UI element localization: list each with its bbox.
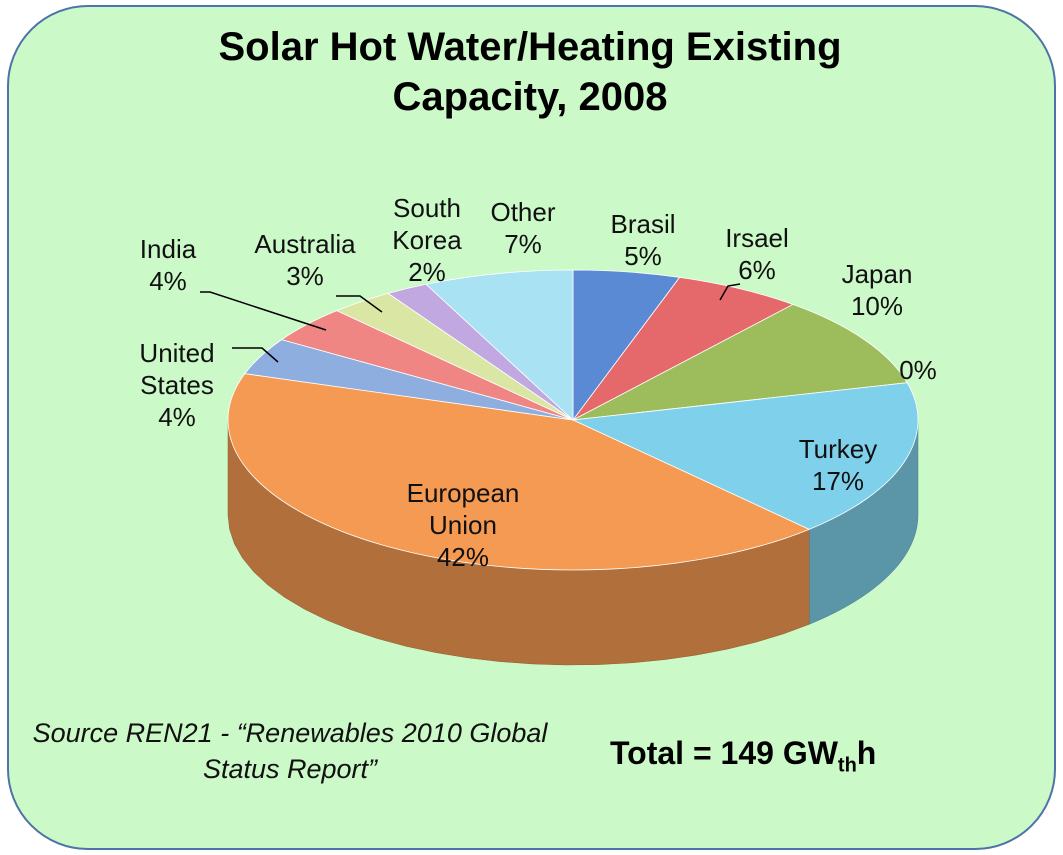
total-sub: th xyxy=(837,754,857,777)
value-label: 4% xyxy=(158,402,196,432)
value-label: 6% xyxy=(738,255,776,285)
pie-slice xyxy=(425,269,574,421)
pie xyxy=(227,269,919,666)
category-label: European Union xyxy=(406,478,520,540)
slice-label: Other 7% xyxy=(468,196,578,260)
slice-label: 0% xyxy=(878,354,958,386)
pie-tops xyxy=(227,269,919,571)
category-label: Irsael xyxy=(725,223,789,253)
pie-slice xyxy=(571,382,919,530)
value-label: 5% xyxy=(624,241,662,271)
leader-line xyxy=(336,295,383,313)
pie-slice xyxy=(572,276,794,421)
category-label: Turkey xyxy=(798,434,878,464)
category-label: Other xyxy=(490,197,556,227)
category-label: Brasil xyxy=(610,209,676,239)
category-label: South Korea xyxy=(392,193,462,255)
pie-slice xyxy=(227,373,811,571)
slice-label: India 4% xyxy=(118,233,218,297)
total-text: Total = 149 GW xyxy=(610,735,838,771)
slice-label: Turkey 17% xyxy=(768,433,908,497)
slice-label: Japan 10% xyxy=(817,258,937,322)
leader-lines xyxy=(200,283,741,363)
slice-label: Irsael 6% xyxy=(697,222,817,286)
source-note: Source REN21 - “Renewables 2010 Global S… xyxy=(32,718,548,784)
category-label: India xyxy=(139,234,197,264)
slice-label: Brasil 5% xyxy=(583,208,703,272)
slice-label: South Korea 2% xyxy=(372,192,482,288)
value-label: 0% xyxy=(899,355,937,385)
category-label: United States xyxy=(139,338,215,400)
value-label: 17% xyxy=(811,466,865,496)
total-note: Total = 149 GWthh xyxy=(610,735,876,777)
slice-label: European Union 42% xyxy=(383,477,543,573)
value-label: 3% xyxy=(286,261,324,291)
category-label: Japan xyxy=(841,259,913,289)
value-label: 7% xyxy=(504,229,542,259)
category-label: Australia xyxy=(254,229,356,259)
leader-line xyxy=(200,291,327,331)
total-unit: h xyxy=(856,735,877,771)
slice-label: Australia 3% xyxy=(230,228,380,292)
leader-line xyxy=(232,347,279,363)
value-label: 42% xyxy=(436,542,490,572)
pie-slice xyxy=(572,303,908,421)
value-label: 4% xyxy=(149,266,187,296)
leader-line xyxy=(719,283,741,301)
slice-label: United States 4% xyxy=(112,337,242,433)
value-label: 10% xyxy=(850,291,904,321)
value-label: 2% xyxy=(408,257,446,287)
chart-title: Solar Hot Water/Heating Existing Capacit… xyxy=(218,25,842,119)
